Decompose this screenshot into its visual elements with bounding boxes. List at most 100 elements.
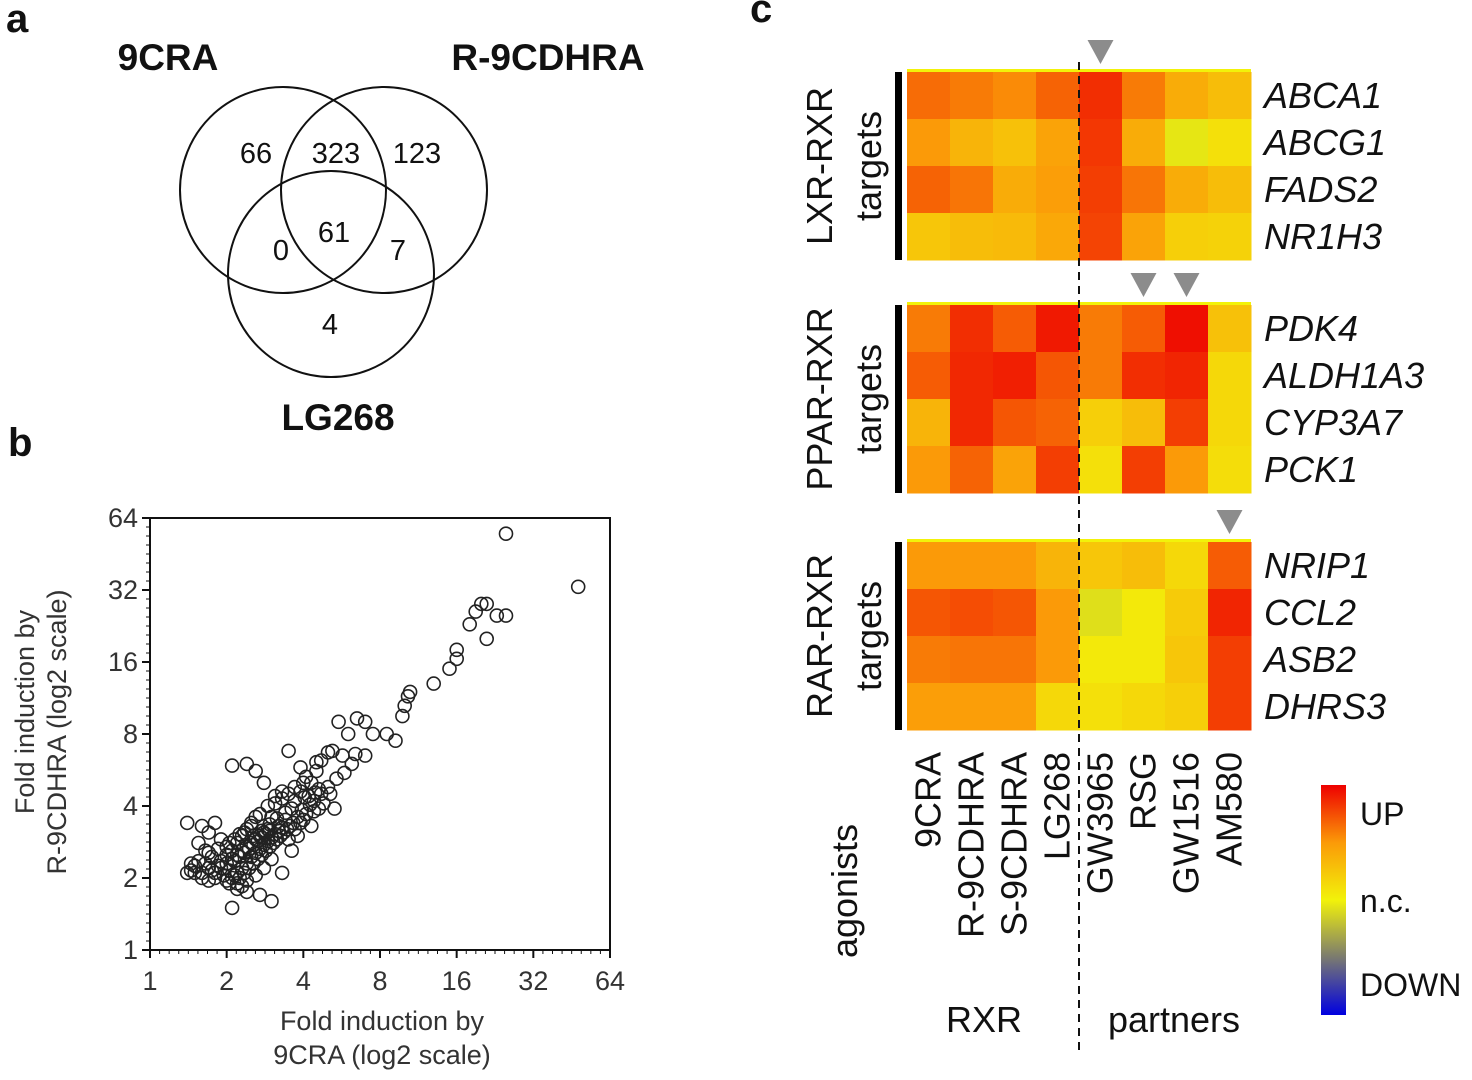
scatter-point	[302, 797, 318, 813]
column-label: GW1516	[1166, 752, 1207, 894]
scatter-point	[320, 745, 336, 760]
column-label: AM580	[1209, 752, 1250, 866]
heatmap-cell	[1079, 399, 1123, 447]
heatmap-cell	[1165, 213, 1209, 261]
x-axis-title-line-1: Fold induction by	[280, 1006, 485, 1036]
heatmap-cell	[950, 683, 994, 731]
panel-a-letter: a	[6, 0, 29, 41]
heatmap-cell	[950, 589, 994, 637]
scatter-point	[246, 828, 261, 844]
heatmap-cell	[1208, 119, 1252, 167]
scatter-point	[322, 786, 338, 802]
scatter-point	[237, 845, 252, 861]
scatter-point	[248, 868, 263, 883]
venn-set-label-9cra: 9CRA	[118, 37, 219, 78]
gene-label: DHRS3	[1264, 686, 1386, 727]
column-group-label-partners: partners	[1108, 999, 1240, 1040]
scatter-point	[449, 651, 465, 667]
scatter-point	[337, 765, 352, 781]
heatmap-cell	[907, 352, 951, 400]
heatmap-cell	[1165, 636, 1209, 684]
heatmap-cell	[1079, 542, 1123, 590]
scatter-point	[307, 785, 323, 800]
heatmap-cell	[1122, 352, 1166, 400]
scatter-point	[397, 698, 413, 714]
heatmap-cell	[1208, 399, 1252, 447]
highlight-marker-triangle	[1173, 273, 1200, 297]
heatmap-cell	[1036, 119, 1080, 167]
heatmap-cell	[993, 399, 1037, 447]
heatmap-cell	[1036, 166, 1080, 214]
heatmap-cell	[950, 119, 994, 167]
scatter-point	[498, 526, 514, 542]
scatter-point	[239, 756, 255, 772]
gene-label: PDK4	[1264, 308, 1358, 349]
scatter-point	[229, 881, 245, 897]
heatmap-cell	[1122, 589, 1166, 637]
scatter-point	[224, 900, 240, 916]
scatter-point	[344, 756, 360, 772]
scatter-point	[248, 809, 263, 825]
heatmap-cell	[993, 213, 1037, 261]
heatmap-cell	[1036, 72, 1080, 120]
heatmap-cell	[1079, 213, 1123, 261]
scatter-point	[357, 748, 373, 763]
heatmap-cell	[1208, 72, 1252, 120]
heatmap-cell	[1165, 166, 1209, 214]
scatter-point	[262, 823, 278, 839]
column-label: 9CRA	[908, 752, 949, 848]
heatmap-cell	[1122, 542, 1166, 590]
heatmap-cell	[907, 399, 951, 447]
y-tick-label: 1	[123, 935, 138, 965]
scatter-point	[260, 798, 276, 814]
scatter-point	[224, 758, 240, 773]
heatmap-cell	[1036, 352, 1080, 400]
agonists-label: agonists	[824, 824, 865, 958]
block-label-targets: targets	[848, 344, 889, 454]
scatter-point	[303, 818, 319, 834]
y-tick-label: 16	[108, 647, 138, 677]
scatter-point	[426, 676, 442, 691]
heatmap-cell	[950, 399, 994, 447]
heatmap-cell	[907, 213, 951, 261]
color-scale-label-up: UP	[1360, 796, 1404, 832]
venn-region-only-9cra: 66	[240, 138, 272, 170]
scatter-point	[449, 642, 465, 658]
scatter-point	[388, 733, 403, 749]
highlight-marker-triangle	[1130, 273, 1157, 297]
heatmap-cell	[993, 589, 1037, 637]
scatter-point	[256, 860, 272, 876]
scatter-point	[187, 858, 203, 874]
block-label: RAR-RXR	[799, 554, 840, 718]
highlight-marker-triangle	[1216, 510, 1243, 534]
gene-label: PCK1	[1264, 449, 1358, 490]
scatter-point	[241, 841, 257, 857]
color-scale-label-nc: n.c.	[1360, 883, 1412, 919]
heatmap-cell	[1122, 446, 1166, 494]
heatmap-cell	[1122, 636, 1166, 684]
column-label: S-9CDHRA	[994, 752, 1035, 936]
heatmap-cell	[1208, 683, 1252, 731]
venn-region-9cra-r9cdhra: 323	[312, 138, 360, 170]
scatter-point	[281, 743, 296, 759]
y-tick-label: 2	[123, 863, 138, 893]
heatmap-cell	[907, 636, 951, 684]
gene-label: FADS2	[1264, 169, 1377, 210]
color-scale-label-down: DOWN	[1360, 967, 1461, 1003]
scatter-point	[191, 853, 206, 869]
scatter-point	[311, 801, 327, 816]
y-tick-label: 32	[108, 575, 138, 605]
scatter-point	[264, 893, 279, 909]
panel-a: a 9CRA R-9CDHRA LG268 66 323 123 0 61 7 …	[6, 0, 645, 438]
heatmap-cell	[1122, 213, 1166, 261]
scatter-point	[183, 856, 199, 871]
heatmap-cell	[1036, 399, 1080, 447]
gene-label: NR1H3	[1264, 216, 1382, 257]
scatter-point	[252, 806, 268, 822]
heatmap-cell	[1208, 213, 1252, 261]
heatmap-cell	[993, 119, 1037, 167]
heatmap-cell	[907, 683, 951, 731]
heatmap-cell	[950, 542, 994, 590]
